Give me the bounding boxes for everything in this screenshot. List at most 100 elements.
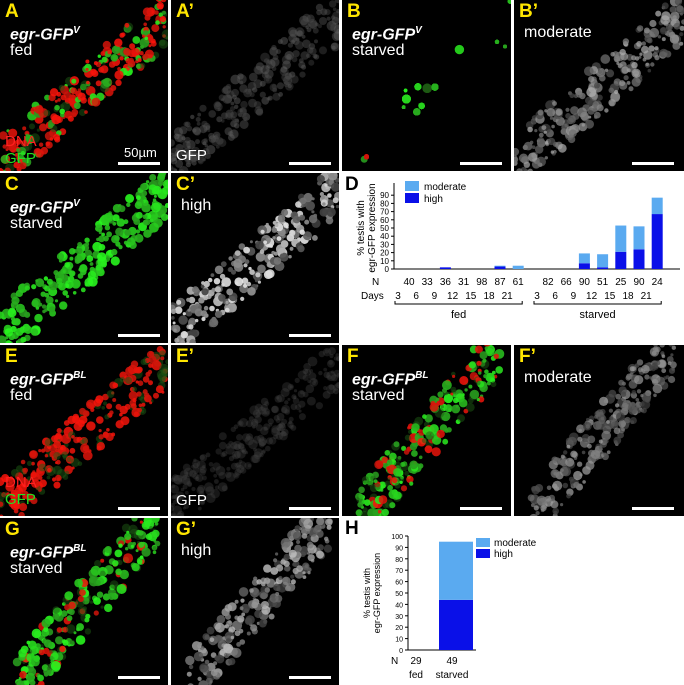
cell-blob — [230, 106, 235, 112]
bar-high — [439, 267, 451, 269]
cell-blob — [281, 404, 290, 414]
cell-blob — [18, 511, 25, 516]
cell-blob — [653, 345, 658, 347]
cell-blob — [184, 121, 191, 128]
cell-blob — [148, 380, 153, 386]
cell-blob — [307, 356, 318, 367]
cell-blob — [133, 218, 141, 225]
cell-blob — [77, 595, 84, 602]
n-value: 82 — [542, 277, 554, 288]
day-tick-label: 21 — [502, 291, 514, 302]
cell-blob — [15, 327, 24, 336]
cell-blob — [626, 80, 631, 85]
cell-blob — [243, 246, 250, 254]
cell-blob — [203, 305, 209, 311]
cell-blob — [299, 15, 309, 26]
y-tick-label: 0 — [399, 648, 403, 655]
scale-bar-g — [118, 676, 160, 679]
cell-blob — [210, 669, 218, 677]
cell-blob — [606, 450, 611, 455]
cell-blob — [20, 336, 27, 343]
cell-blob — [234, 277, 244, 287]
cell-blob — [221, 98, 224, 102]
cell-blob — [244, 259, 250, 265]
cell-blob — [429, 402, 439, 412]
cell-blob — [479, 351, 488, 360]
cell-blob — [160, 356, 165, 361]
cell-blob — [221, 450, 228, 457]
cell-blob — [274, 223, 279, 227]
tissue-image-f-prime — [527, 345, 677, 516]
panel-label-c-prime: C’ — [176, 174, 195, 195]
cell-blob — [294, 544, 302, 553]
cell-blob — [123, 553, 134, 564]
cell-blob — [284, 51, 294, 61]
cell-blob — [582, 480, 586, 484]
cell-blob — [228, 134, 235, 141]
panel-e: E egr-GFPBL fed DNA GFP — [0, 345, 168, 516]
cell-blob — [66, 624, 76, 634]
cell-blob — [135, 380, 139, 384]
cell-blob — [271, 405, 279, 413]
cell-blob — [267, 95, 273, 101]
cell-blob — [254, 415, 262, 424]
cell-blob — [237, 73, 244, 80]
cell-blob — [575, 126, 579, 130]
cell-blob — [413, 108, 421, 116]
cell-blob — [198, 680, 209, 685]
cell-blob — [148, 36, 154, 41]
cell-blob — [191, 464, 195, 469]
tissue-image-c-prime — [171, 173, 339, 343]
cell-blob — [319, 208, 328, 217]
cell-blob — [119, 56, 124, 61]
cell-blob — [64, 604, 71, 611]
cell-blob — [572, 113, 580, 120]
cell-blob — [171, 495, 176, 500]
cell-blob — [333, 356, 338, 361]
cell-blob — [139, 555, 144, 559]
cell-blob — [249, 269, 255, 275]
cell-blob — [139, 62, 146, 69]
cell-blob — [275, 552, 279, 556]
cell-blob — [603, 452, 607, 456]
cell-blob — [303, 363, 311, 371]
cell-blob — [165, 359, 168, 365]
cell-blob — [531, 486, 537, 492]
cell-blob — [268, 437, 277, 445]
condition-a: fed — [10, 42, 33, 59]
cell-blob — [290, 75, 299, 84]
cell-blob — [249, 72, 258, 82]
cell-blob — [142, 376, 150, 383]
cell-blob — [336, 382, 339, 387]
y-tick-label: 70 — [380, 208, 389, 217]
cell-blob — [62, 639, 69, 646]
cell-blob — [357, 501, 364, 508]
cell-blob — [263, 604, 267, 608]
cell-blob — [209, 305, 215, 312]
cell-blob — [480, 359, 490, 369]
cell-blob — [336, 373, 339, 378]
cell-blob — [297, 390, 306, 398]
cell-blob — [319, 17, 327, 25]
cell-blob — [608, 99, 616, 107]
cell-blob — [72, 291, 77, 295]
day-tick-label: 18 — [483, 291, 495, 302]
cell-blob — [176, 494, 182, 501]
cell-blob — [278, 422, 286, 429]
cell-blob — [619, 80, 626, 87]
cell-blob — [213, 101, 222, 110]
cell-blob — [287, 397, 291, 401]
cell-blob — [238, 421, 242, 426]
cell-blob — [275, 244, 286, 254]
cell-blob — [554, 486, 560, 492]
cell-blob — [332, 7, 337, 12]
cell-blob — [181, 136, 186, 141]
cell-blob — [139, 37, 150, 48]
cell-blob — [263, 577, 271, 584]
cell-blob — [208, 462, 214, 467]
bar-moderate — [578, 253, 590, 264]
cell-blob — [527, 168, 533, 171]
cell-blob — [636, 389, 642, 394]
cell-blob — [210, 489, 220, 499]
cell-blob — [183, 121, 189, 127]
